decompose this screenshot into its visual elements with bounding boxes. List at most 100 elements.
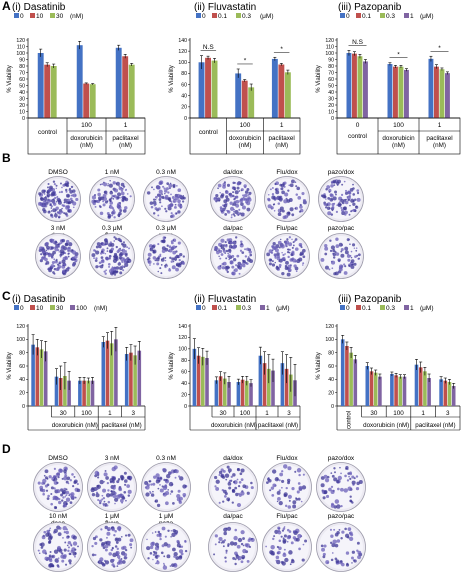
- colony: [45, 489, 49, 492]
- colony: [266, 481, 269, 484]
- colony: [65, 200, 69, 204]
- colony: [168, 187, 171, 190]
- colony: [236, 186, 240, 190]
- colony: [76, 482, 79, 486]
- colony: [331, 206, 335, 209]
- colony: [159, 253, 162, 256]
- chart-title: (ii) Fluvastatin: [194, 294, 256, 305]
- colony: [340, 198, 344, 203]
- colony: [340, 248, 344, 252]
- colony: [324, 252, 328, 256]
- bar: [271, 58, 278, 118]
- colony: [152, 553, 156, 557]
- colony: [345, 467, 348, 470]
- colony: [286, 535, 291, 540]
- colony: [151, 186, 153, 189]
- bar: [387, 64, 393, 118]
- colony: [270, 207, 273, 210]
- colony: [146, 191, 151, 195]
- colony-plate: [141, 462, 191, 512]
- colony: [107, 183, 109, 185]
- colony: [51, 555, 54, 558]
- colony: [225, 195, 229, 199]
- y-tick-label: 10: [328, 109, 334, 115]
- colony: [153, 188, 155, 191]
- colony: [62, 496, 65, 499]
- bar: [201, 356, 205, 406]
- colony: [172, 547, 176, 552]
- colony: [46, 199, 51, 203]
- colony: [355, 486, 360, 491]
- drug-label: paclitaxel (nM): [258, 422, 298, 429]
- colony: [66, 182, 70, 185]
- colony: [161, 195, 165, 199]
- colony: [246, 491, 250, 495]
- colony: [68, 187, 72, 191]
- colony: [322, 496, 326, 500]
- colony: [109, 180, 111, 182]
- colony: [118, 186, 123, 191]
- colony: [166, 182, 170, 186]
- colony: [218, 536, 223, 542]
- panel-label: A: [2, 0, 11, 13]
- colony: [116, 526, 122, 531]
- legend-swatch: [70, 305, 75, 310]
- colony: [154, 531, 157, 533]
- colony: [352, 208, 356, 212]
- colony: [224, 207, 227, 209]
- colony: [330, 213, 334, 216]
- legend-swatch: [356, 13, 361, 18]
- colony: [62, 269, 66, 274]
- colony: [124, 483, 127, 486]
- colony: [128, 258, 131, 261]
- colony: [120, 535, 123, 538]
- colony: [69, 190, 73, 194]
- colony: [94, 541, 98, 546]
- colony: [277, 530, 282, 535]
- colony: [102, 502, 105, 506]
- colony: [62, 536, 64, 539]
- colony: [126, 260, 130, 264]
- colony: [47, 540, 52, 544]
- colony: [235, 203, 240, 208]
- colony: [148, 480, 152, 483]
- legend-swatch: [212, 13, 217, 18]
- y-tick-label: 0: [22, 404, 25, 410]
- bar: [428, 58, 434, 118]
- bar: [262, 363, 267, 406]
- y-tick-label: 80: [19, 64, 25, 70]
- colony: [279, 196, 282, 198]
- y-tick-label: 20: [181, 392, 187, 398]
- legend-label: 0.1: [218, 13, 227, 20]
- colony: [106, 481, 110, 485]
- colony: [285, 197, 288, 200]
- colony-plate: [262, 522, 312, 572]
- colony: [167, 529, 170, 532]
- colony: [175, 245, 178, 248]
- colony: [295, 497, 299, 501]
- y-tick-label: 40: [181, 381, 187, 387]
- colony: [174, 203, 177, 206]
- chart-title: (i) Dasatinib: [12, 294, 66, 305]
- colony-plate: [318, 176, 364, 222]
- colony: [175, 556, 180, 560]
- colony: [128, 247, 130, 250]
- colony: [238, 208, 241, 211]
- colony: [98, 265, 101, 268]
- colony: [236, 468, 240, 471]
- colony: [61, 210, 64, 214]
- significance-label: *: [397, 51, 400, 58]
- colony: [54, 196, 57, 200]
- colony: [215, 193, 219, 198]
- colony: [58, 191, 61, 194]
- plate-label: 1 nM: [105, 169, 119, 176]
- colony: [50, 213, 53, 217]
- colony: [294, 247, 299, 251]
- colony: [286, 540, 289, 543]
- colony: [245, 262, 249, 265]
- colony: [238, 272, 241, 275]
- colony: [67, 540, 72, 545]
- colony: [244, 543, 249, 547]
- colony: [111, 466, 116, 472]
- colony: [244, 248, 247, 251]
